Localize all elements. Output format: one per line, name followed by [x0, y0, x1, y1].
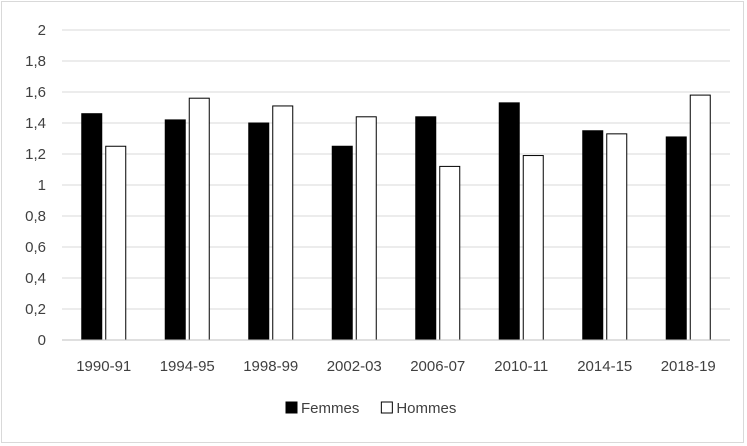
bar-hommes-2014-15	[606, 133, 628, 341]
bar-hommes-1990-91	[105, 145, 127, 341]
y-axis-tick-labels: 0 0,2 0,4 0,6 0,8 1 1,2 1,4 1,6 1,8 2	[25, 22, 46, 349]
gridlines	[62, 29, 730, 310]
bar-hommes-1994-95	[188, 97, 210, 341]
y-tick-label: 0	[38, 332, 46, 349]
x-tick-label: 2006-07	[410, 358, 465, 375]
y-tick-label: 1,8	[25, 53, 46, 70]
x-tick-label: 1994-95	[160, 358, 215, 375]
bar-femmes-2006-07	[415, 116, 437, 341]
y-tick-label: 0,2	[25, 301, 46, 318]
y-tick-label: 1,6	[25, 84, 46, 101]
y-tick-label: 0,4	[25, 270, 46, 287]
bar-hommes-1998-99	[272, 105, 294, 341]
y-tick-label: 0,6	[25, 239, 46, 256]
bar-femmes-2014-15	[582, 130, 604, 341]
x-axis-tick-labels: 1990-91 1994-95 1998-99 2002-03 2006-07 2010-…	[76, 358, 716, 375]
bar-femmes-2010-11	[498, 102, 520, 341]
x-tick-label: 1998-99	[243, 358, 298, 375]
x-tick-label: 2010-11	[494, 358, 548, 375]
x-tick-label: 2018-19	[661, 358, 716, 375]
bar-femmes-2002-03	[331, 145, 353, 341]
y-tick-label: 1,2	[25, 146, 46, 163]
legend-swatch-femmes	[285, 401, 298, 414]
bar-femmes-1994-95	[164, 119, 186, 341]
bar-femmes-1990-91	[81, 113, 103, 341]
y-tick-label: 1	[38, 177, 46, 194]
x-tick-label: 1990-91	[76, 358, 131, 375]
legend-swatch-hommes	[380, 401, 393, 414]
x-tick-label: 2002-03	[327, 358, 382, 375]
y-tick-label: 0,8	[25, 208, 46, 225]
legend-label-femmes: Femmes	[301, 400, 359, 417]
bars	[81, 94, 711, 341]
legend: Femmes Hommes	[285, 400, 456, 417]
bar-hommes-2010-11	[522, 155, 544, 341]
y-tick-label: 2	[38, 22, 46, 39]
x-tick-label: 2014-15	[577, 358, 632, 375]
legend-label-hommes: Hommes	[396, 400, 456, 417]
bar-hommes-2018-19	[689, 94, 711, 341]
bar-hommes-2002-03	[355, 116, 377, 341]
bar-femmes-1998-99	[248, 122, 270, 341]
bar-femmes-2018-19	[665, 136, 687, 341]
bar-hommes-2006-07	[439, 165, 461, 341]
y-tick-label: 1,4	[25, 115, 46, 132]
